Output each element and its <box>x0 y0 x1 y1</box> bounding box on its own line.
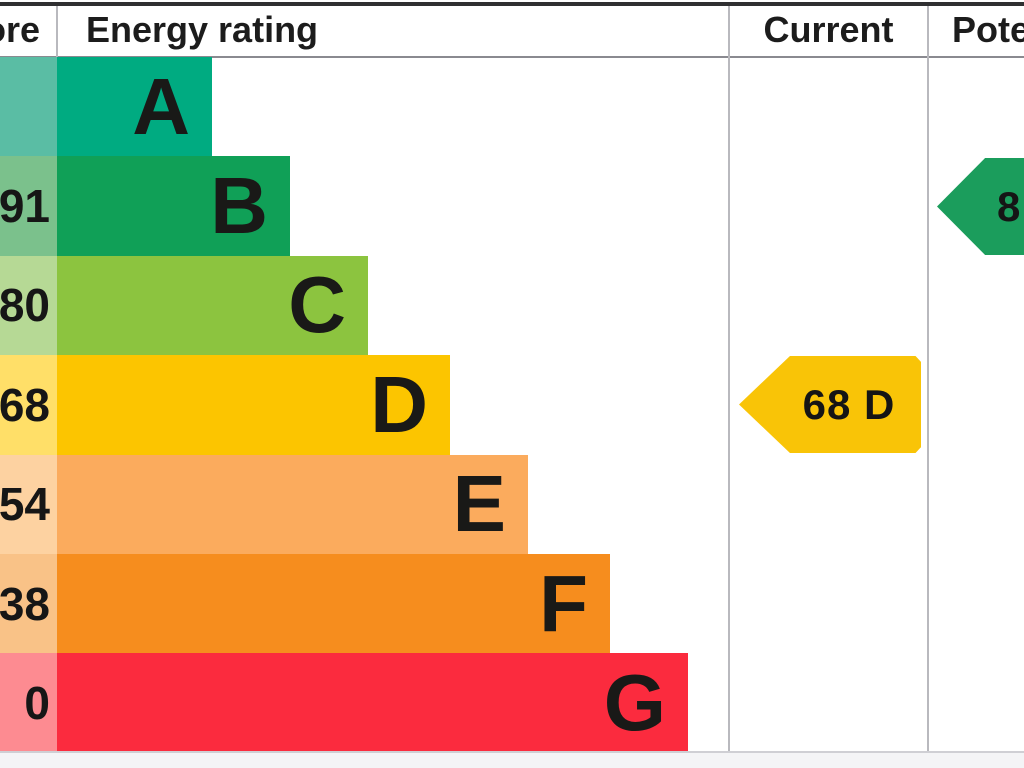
table-header-row: ore Energy rating Current Pote <box>0 4 1024 56</box>
band-row-b: 91 B <box>0 156 728 256</box>
score-cell-f: 38 <box>0 554 57 654</box>
score-fragment: 91 <box>0 180 50 233</box>
header-score-column: ore <box>0 4 56 56</box>
score-fragment: 68 <box>0 378 50 431</box>
band-letter: E <box>452 459 506 549</box>
band-letter: D <box>370 359 428 449</box>
header-current: Current <box>730 4 927 56</box>
score-cell-d: 68 <box>0 355 57 455</box>
potential-rating-label: 8 <box>997 182 1021 230</box>
band-letter: B <box>210 161 268 251</box>
header-energy-rating: Energy rating <box>58 4 756 56</box>
band-bar-b: B <box>57 156 290 256</box>
band-bar-c: C <box>57 255 368 356</box>
band-letter: C <box>288 260 346 350</box>
score-cell-c: 80 <box>0 255 57 356</box>
score-fragment: 54 <box>0 478 50 531</box>
band-bar-f: F <box>57 554 610 654</box>
band-letter: A <box>132 61 190 151</box>
table-bottom-line <box>0 751 1024 753</box>
band-row-f: 38 F <box>0 554 728 654</box>
header-potential: Pote <box>929 4 1024 56</box>
header-energy-rating-label: Energy rating <box>86 9 319 50</box>
band-bar-a: A <box>57 57 212 157</box>
band-row-e: 54 E <box>0 454 728 554</box>
band-letter: F <box>539 558 588 648</box>
score-fragment: 0 <box>24 677 50 730</box>
band-letter: G <box>603 658 666 748</box>
score-cell-g: 0 <box>0 653 57 753</box>
current-rating-label: 68 D <box>802 380 896 428</box>
band-bar-g: G <box>57 653 688 753</box>
score-fragment: 38 <box>0 577 50 630</box>
band-row-c: 80 C <box>0 255 728 356</box>
score-cell-a <box>0 57 57 157</box>
table-top-border <box>0 2 1024 6</box>
divider-current-column <box>728 6 730 752</box>
header-score-label: ore <box>0 9 41 50</box>
band-bar-e: E <box>57 454 528 554</box>
band-bar-d: D <box>57 355 450 455</box>
divider-potential-column <box>927 6 929 752</box>
score-cell-e: 54 <box>0 454 57 554</box>
below-table-background <box>0 753 1024 768</box>
score-cell-b: 91 <box>0 156 57 256</box>
score-fragment: 80 <box>0 279 50 332</box>
divider-score-column <box>56 6 58 57</box>
band-row-a: A <box>0 57 728 157</box>
header-underline <box>0 56 1024 58</box>
band-row-d: 68 D <box>0 355 728 455</box>
header-current-label: Current <box>763 9 894 50</box>
bands-container: A 91 B 80 C 68 D 54 E 38 F 0 G <box>0 57 1024 753</box>
header-potential-label: Pote <box>952 9 1024 50</box>
